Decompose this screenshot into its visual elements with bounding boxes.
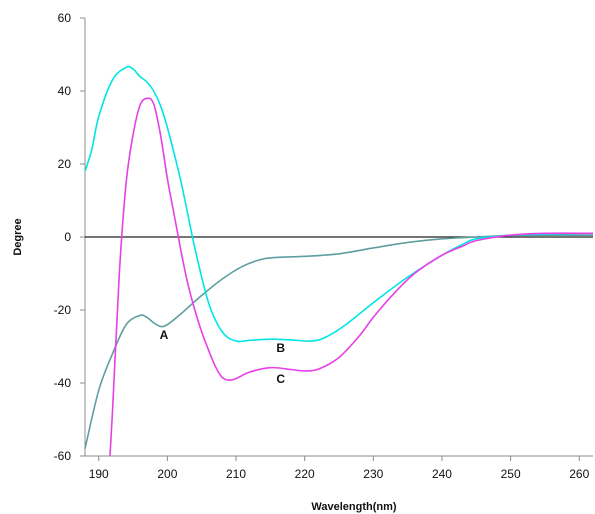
x-tick-label: 230: [363, 467, 383, 481]
labels-layer: Degree Wavelength(nm) A B C: [12, 218, 397, 513]
y-tick-label: 20: [58, 157, 72, 171]
y-tick-label: -60: [54, 449, 72, 463]
y-tick-label: 40: [58, 84, 72, 98]
series-line-c: [109, 97, 593, 456]
x-tick-label: 250: [501, 467, 521, 481]
x-tick-label: 200: [157, 467, 177, 481]
series-layer: [85, 65, 593, 456]
x-axis-title: Wavelength(nm): [311, 501, 396, 513]
axes-group: [84, 18, 593, 457]
series-line-a: [85, 234, 593, 450]
y-tick-label: -40: [54, 376, 72, 390]
x-tick-label: 220: [295, 467, 315, 481]
series-line-b: [85, 65, 593, 343]
curve-label-b: B: [276, 341, 285, 355]
x-tick-label: 190: [89, 467, 109, 481]
y-axis-title: Degree: [12, 218, 24, 255]
y-tick-label: 0: [64, 230, 71, 244]
x-tick-label: 260: [569, 467, 589, 481]
ticks-layer: -60 -40 -20 0 20 40 60 190 200 210 220 230 240 250 260: [54, 11, 590, 481]
y-tick-label: -20: [54, 303, 72, 317]
x-tick-label: 240: [432, 467, 452, 481]
y-tick-label: 60: [58, 11, 72, 25]
x-tick-label: 210: [226, 467, 246, 481]
curve-label-c: C: [276, 372, 285, 386]
curve-label-a: A: [160, 328, 169, 342]
